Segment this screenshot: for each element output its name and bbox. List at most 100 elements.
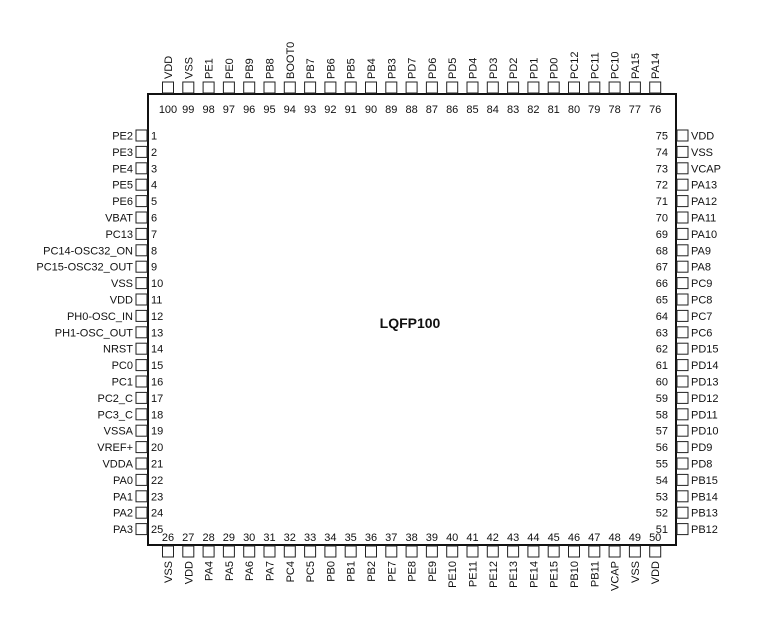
pin-pad xyxy=(202,545,215,558)
pin-name: PC14-OSC32_ON xyxy=(43,245,133,257)
pin-number: 66 xyxy=(656,278,668,290)
pin-100: VDD 100 xyxy=(159,56,177,116)
pin-number: 39 xyxy=(426,532,438,544)
pin-number: 97 xyxy=(223,104,235,116)
pin-pad xyxy=(162,545,174,558)
pin-name: PB9 xyxy=(244,58,256,79)
pin-name: PE1 xyxy=(204,58,216,79)
pin-69: PA10 69 xyxy=(656,227,717,241)
pin-pad xyxy=(676,195,689,208)
pin-number: 79 xyxy=(588,104,600,116)
pin-number: 58 xyxy=(656,409,668,421)
pin-79: PC11 79 xyxy=(588,52,601,116)
pin-pad xyxy=(202,81,215,94)
pin-5: PE6 5 xyxy=(112,195,157,208)
pin-pad xyxy=(405,81,418,94)
pin-number: 93 xyxy=(304,104,316,116)
pin-pad xyxy=(162,81,174,94)
pin-number: 42 xyxy=(487,532,499,544)
pin-pad xyxy=(385,545,398,558)
pin-name: VDD xyxy=(183,561,195,584)
pin-name: PE5 xyxy=(112,180,133,192)
pin-pad xyxy=(676,326,689,339)
pin-36: PB2 36 xyxy=(365,532,378,582)
pin-number: 53 xyxy=(656,491,668,503)
pin-pad xyxy=(466,545,479,558)
chip-body xyxy=(147,93,677,546)
pin-88: PD7 88 xyxy=(405,58,418,116)
pin-number: 22 xyxy=(151,475,163,487)
pin-pad xyxy=(676,260,689,273)
pin-pad xyxy=(486,81,499,94)
pin-pad xyxy=(568,545,580,558)
pin-name: PB6 xyxy=(325,58,337,79)
pin-name: PA15 xyxy=(630,53,642,79)
pin-68: PA9 68 xyxy=(656,244,711,257)
pin-33: PC5 33 xyxy=(304,532,317,582)
pin-number: 29 xyxy=(223,532,235,544)
pin-98: PE1 98 xyxy=(202,58,215,116)
pin-number: 45 xyxy=(548,532,560,544)
pin-pad xyxy=(135,408,148,421)
pin-number: 63 xyxy=(656,327,668,339)
pin-74: VSS 74 xyxy=(656,145,713,159)
pin-number: 10 xyxy=(151,278,163,290)
pin-pad xyxy=(135,342,148,355)
pin-number: 61 xyxy=(656,360,668,372)
pin-number: 70 xyxy=(656,213,668,225)
pin-name: PE3 xyxy=(112,147,133,159)
pin-82: PD1 82 xyxy=(527,58,540,116)
pin-name: VSS xyxy=(163,561,175,583)
pin-number: 40 xyxy=(446,532,458,544)
pin-name: PE8 xyxy=(407,561,419,582)
pin-84: PD3 84 xyxy=(487,58,500,116)
pin-32: PC4 32 xyxy=(284,532,297,582)
pin-38: PE8 38 xyxy=(405,532,418,582)
pin-name: PB7 xyxy=(305,58,317,79)
pin-number: 57 xyxy=(656,426,668,438)
pin-67: PA8 67 xyxy=(656,260,711,274)
pin-pad xyxy=(135,293,148,306)
pin-number: 49 xyxy=(629,532,641,544)
pin-name: PE10 xyxy=(447,561,459,588)
pin-number: 37 xyxy=(385,532,397,544)
pin-3: PE4 3 xyxy=(112,162,157,175)
pin-number: 18 xyxy=(151,409,163,421)
pin-pad xyxy=(324,81,337,94)
pin-name: PE2 xyxy=(112,131,133,143)
pin-21: VDDA 21 xyxy=(102,457,163,471)
pin-85: PD4 85 xyxy=(466,58,479,116)
pin-number: 73 xyxy=(656,163,668,175)
pin-pad xyxy=(135,244,148,257)
pin-number: 55 xyxy=(656,459,668,471)
pin-number: 31 xyxy=(263,532,275,544)
pin-pad xyxy=(676,473,689,486)
pin-37: PE7 37 xyxy=(385,532,398,582)
pin-22: PA0 22 xyxy=(113,473,163,487)
pin-pad xyxy=(676,441,689,454)
pin-name: PC2_C xyxy=(98,393,134,405)
pin-number: 8 xyxy=(151,245,157,257)
pin-pad xyxy=(243,545,256,558)
pin-name: PB15 xyxy=(691,475,718,487)
pin-pad xyxy=(676,309,689,322)
pin-name: VDD xyxy=(110,295,133,307)
pin-pad xyxy=(676,391,689,404)
pin-pad xyxy=(135,145,148,158)
pin-pad xyxy=(507,545,520,558)
pin-name: PB0 xyxy=(325,561,337,582)
pin-name: VBAT xyxy=(105,213,133,225)
pin-pad xyxy=(243,81,256,94)
pin-45: PE15 45 xyxy=(548,532,561,588)
pin-name: PA7 xyxy=(265,561,277,581)
pin-pad xyxy=(135,195,148,208)
pin-number: 28 xyxy=(202,532,214,544)
pin-pad xyxy=(676,293,689,306)
pin-number: 74 xyxy=(656,147,668,159)
pin-number: 11 xyxy=(151,295,162,307)
pin-name: PA4 xyxy=(204,561,216,581)
pin-65: PC8 65 xyxy=(656,293,712,307)
pin-name: VCAP xyxy=(691,163,721,175)
pin-name: PC8 xyxy=(691,295,712,307)
